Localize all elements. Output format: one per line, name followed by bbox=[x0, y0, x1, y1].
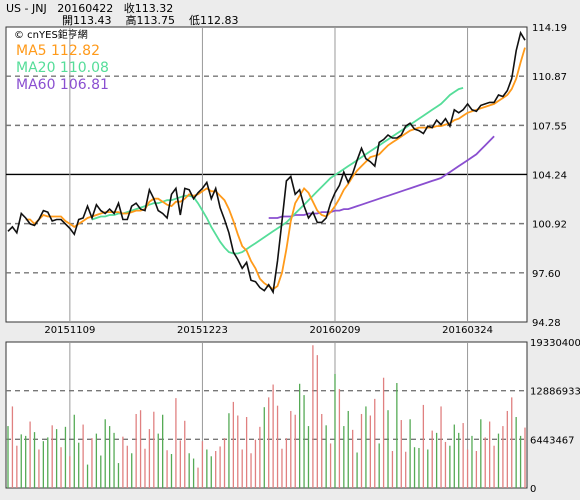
volume-tick-label: 19330400 bbox=[530, 338, 580, 349]
date-tick-label: 20160209 bbox=[310, 325, 361, 336]
price-tick-label: 114.19 bbox=[532, 23, 567, 34]
volume-tick-label: 6443467 bbox=[530, 435, 575, 446]
date-tick-label: 20160324 bbox=[442, 325, 493, 336]
watermark-text: © cnYES鉅亨網 bbox=[14, 28, 88, 41]
price-tick-label: 94.28 bbox=[532, 318, 561, 329]
date-tick-label: 20151223 bbox=[177, 325, 228, 336]
open-caption: 開 bbox=[62, 14, 73, 27]
low-value: 112.83 bbox=[200, 14, 239, 27]
price-line bbox=[7, 30, 526, 295]
ma5-line bbox=[25, 47, 526, 291]
price-axis-labels: 114.19 110.87 107.55 104.24 100.92 97.60 94.28 bbox=[532, 23, 567, 329]
date-label: 20160422 bbox=[57, 2, 114, 15]
close-caption: 收 bbox=[123, 2, 135, 15]
symbol-label: US - JNJ bbox=[6, 2, 47, 15]
header-line-1: US - JNJ 20160422 收113.32 bbox=[6, 2, 173, 15]
legend-ma20: MA20 110.08 bbox=[16, 60, 109, 76]
open-value: 113.43 bbox=[73, 14, 112, 27]
price-tick-label: 100.92 bbox=[532, 220, 567, 231]
high-caption: 高 bbox=[125, 14, 137, 27]
volume-tick-label: 12886933 bbox=[530, 387, 580, 398]
price-tick-label: 104.24 bbox=[532, 170, 567, 181]
low-caption: 低 bbox=[189, 14, 200, 27]
legend-ma60: MA60 106.81 bbox=[16, 77, 109, 93]
date-axis-labels: 20151109 20151223 20160209 20160324 bbox=[44, 325, 493, 336]
volume-axis-labels: 19330400 12886933 6443467 0 bbox=[530, 338, 580, 495]
high-value: 113.75 bbox=[136, 14, 176, 27]
header-line-2: 開113.43 高113.75 低112.83 bbox=[62, 14, 239, 27]
volume-bars bbox=[7, 345, 526, 488]
volume-panel bbox=[5, 341, 528, 489]
close-value: 113.32 bbox=[134, 2, 174, 15]
date-tick-label: 20151109 bbox=[44, 325, 95, 336]
ma20-line bbox=[91, 87, 464, 255]
volume-tick-label: 0 bbox=[530, 484, 536, 495]
price-tick-label: 110.87 bbox=[532, 72, 567, 83]
price-tick-label: 107.55 bbox=[532, 121, 567, 132]
legend-ma5: MA5 112.82 bbox=[16, 43, 100, 59]
price-tick-label: 97.60 bbox=[532, 269, 561, 280]
